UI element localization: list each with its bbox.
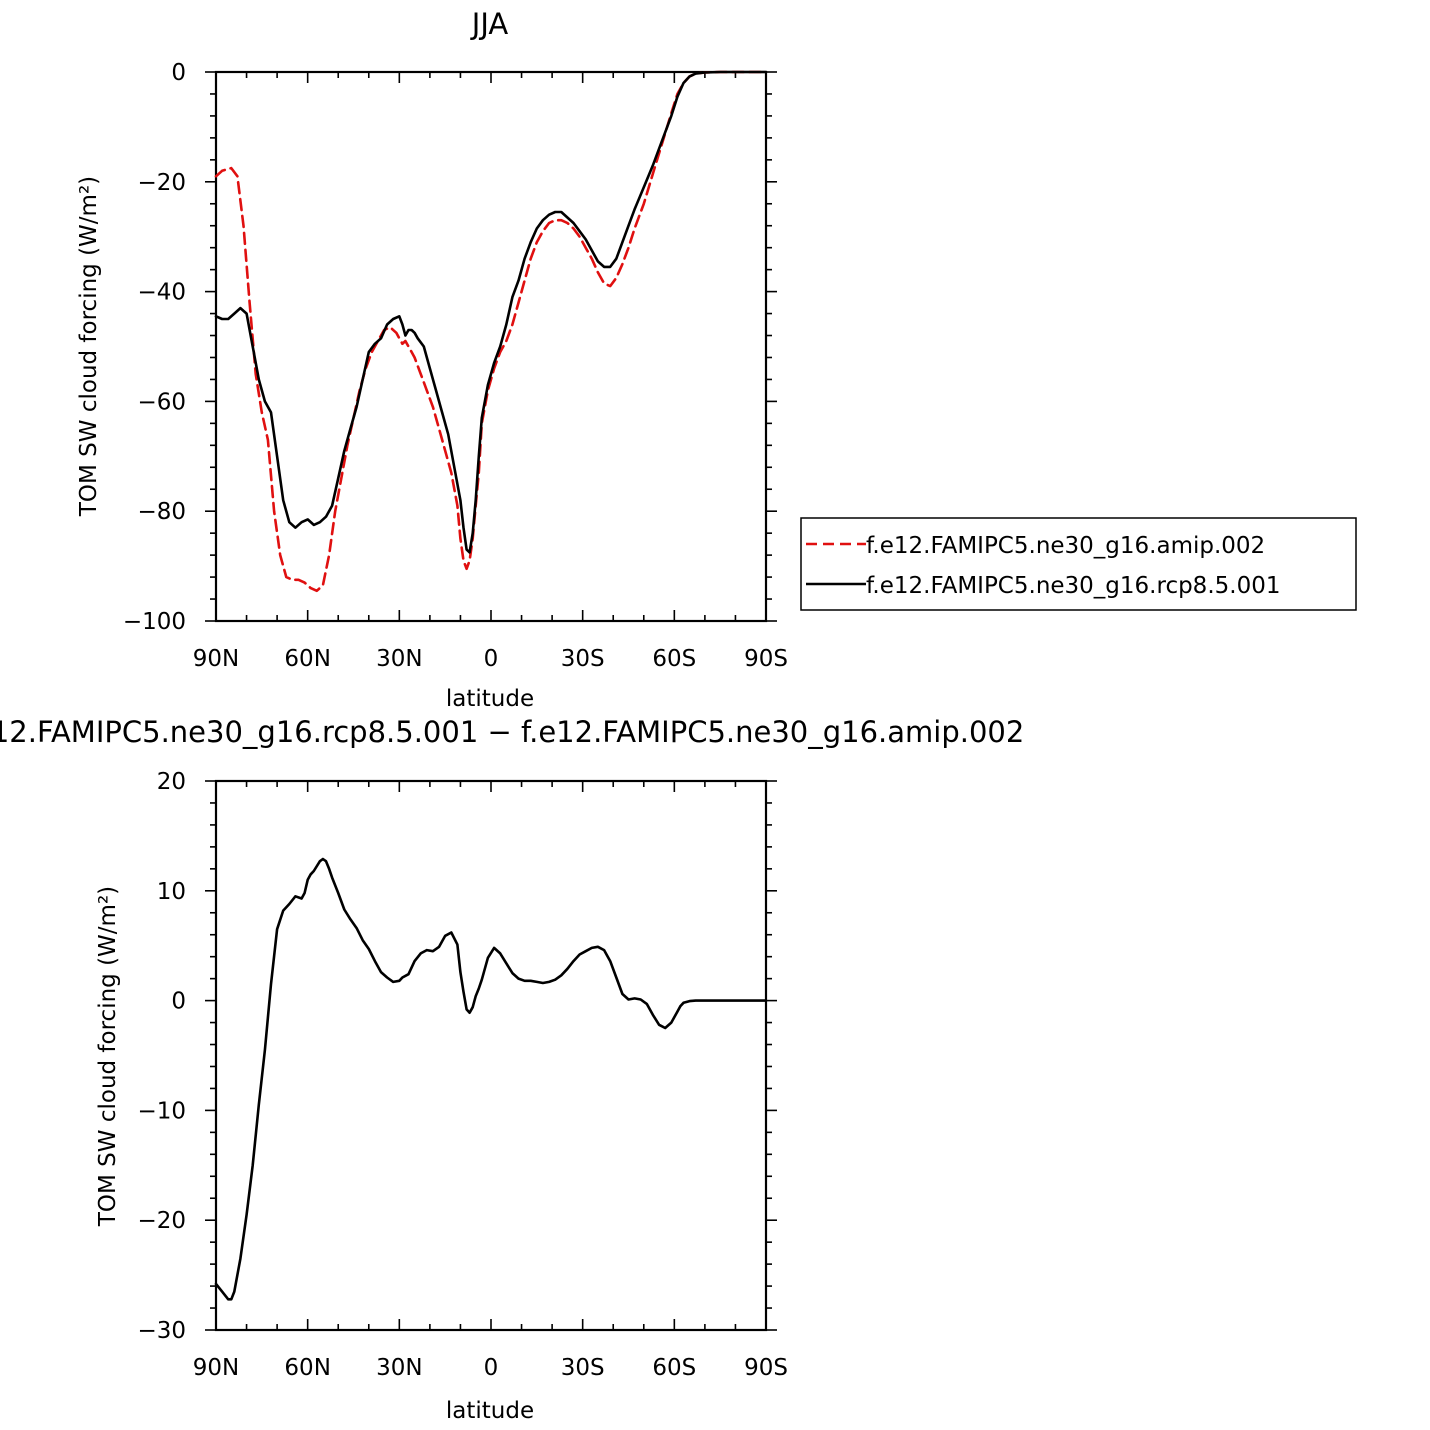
legend: f.e12.FAMIPC5.ne30_g16.amip.002 f.e12.FA… [800,517,1357,611]
x-tick-label: 0 [484,646,499,672]
series-group [214,857,768,1301]
legend-box [800,517,1357,611]
y-tick-label: −20 [137,1208,186,1234]
axis-ticks: 90N 60N 30N 0 30S 60S 90S 20 10 0 −10 −20 −30 [137,769,787,1381]
y-axis-label: TOM SW cloud forcing (W/m²) [76,176,102,517]
x-axis-label: latitude [446,686,534,712]
x-tick-label: 0 [484,1355,499,1381]
plot-frame [214,70,768,623]
series-line-amip-002 [214,70,768,593]
y-tick-label: 0 [171,60,186,86]
panel-seasonal-mean: JJA 90N 60N 30N 0 30S 60S 90S 0 −20 −40 −60 −80 −100… [76,7,1357,712]
y-tick-label: −10 [137,1098,186,1124]
chart-title: f.e12.FAMIPC5.ne30_g16.rcp8.5.001 − f.e1… [0,715,1024,749]
series-line-difference [214,857,768,1301]
x-tick-label: 30N [376,646,422,672]
y-tick-label: −100 [123,609,186,635]
y-axis-label: TOM SW cloud forcing (W/m²) [95,886,121,1227]
series-group [214,70,768,593]
x-tick-label: 60S [652,646,696,672]
y-tick-label: −30 [137,1318,186,1344]
y-tick-label: −40 [137,280,186,306]
x-tick-label: 60S [652,1355,696,1381]
series-line-5-001 [214,70,768,554]
y-tick-label: −20 [137,170,186,196]
x-tick-label: 30N [376,1355,422,1381]
x-tick-label: 60N [284,646,330,672]
y-tick-label: −60 [137,389,186,415]
y-tick-label: 0 [171,989,186,1015]
x-tick-label: 90S [744,646,788,672]
legend-label-rcp85: f.e12.FAMIPC5.ne30_g16.rcp8.5.001 [866,573,1280,599]
x-axis-label: latitude [446,1398,534,1424]
axis-ticks: 90N 60N 30N 0 30S 60S 90S 0 −20 −40 −60 −80 −100 [123,60,788,672]
chart-title: JJA [470,7,509,41]
x-tick-label: 90N [193,646,239,672]
y-tick-label: 10 [157,879,186,905]
y-tick-label: 20 [157,769,186,795]
x-tick-label: 60N [284,1355,330,1381]
plot-frame [214,779,768,1332]
x-tick-label: 90S [744,1355,788,1381]
x-tick-label: 90N [193,1355,239,1381]
y-tick-label: −80 [137,499,186,525]
legend-label-amip: f.e12.FAMIPC5.ne30_g16.amip.002 [866,533,1265,559]
x-tick-label: 30S [561,1355,605,1381]
panel-difference: f.e12.FAMIPC5.ne30_g16.rcp8.5.001 − f.e1… [0,715,1024,1424]
x-tick-label: 30S [561,646,605,672]
